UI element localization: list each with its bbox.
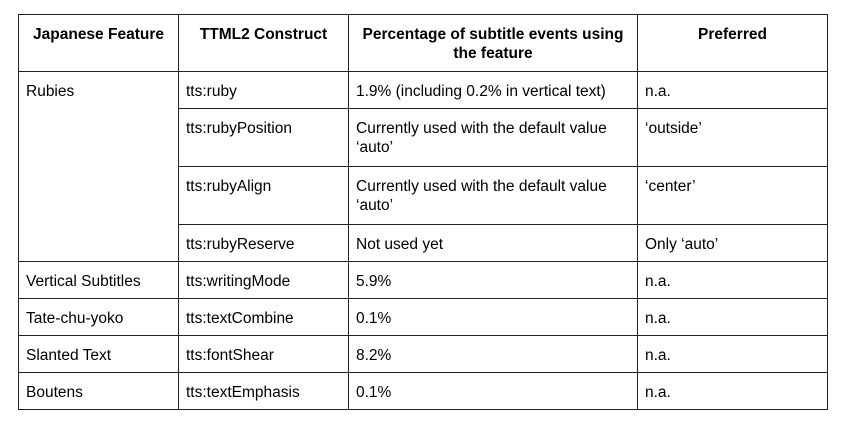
- row: tts:rubyReserve Not used yet Only ‘auto’: [19, 224, 828, 262]
- cell: tts:ruby: [178, 71, 349, 109]
- cell: Boutens: [18, 372, 179, 410]
- row: tts:rubyPosition Currently used with the…: [19, 108, 828, 167]
- cell: n.a.: [637, 298, 828, 336]
- row: tts:rubyAlign Currently used with the de…: [19, 166, 828, 225]
- feature-table: Japanese Feature TTML2 Construct Percent…: [18, 14, 828, 410]
- cell: tts:fontShear: [178, 335, 349, 373]
- cell: tts:rubyPosition: [178, 108, 349, 167]
- cell: Tate-chu-yoko: [18, 298, 179, 336]
- row: Tate-chu-yoko tts:textCombine 0.1% n.a.: [18, 298, 828, 336]
- cell: Not used yet: [348, 224, 638, 262]
- cell: 5.9%: [348, 261, 638, 299]
- cell: tts:textCombine: [178, 298, 349, 336]
- cell: n.a.: [637, 261, 828, 299]
- row: Boutens tts:textEmphasis 0.1% n.a.: [18, 372, 828, 410]
- header-cell: TTML2 Construct: [178, 14, 349, 72]
- cell: Currently used with the default value ‘a…: [348, 108, 638, 167]
- row: Vertical Subtitles tts:writingMode 5.9% …: [18, 261, 828, 299]
- cell: Only ‘auto’: [637, 224, 828, 262]
- cell: tts:rubyAlign: [178, 166, 349, 225]
- header-cell: Japanese Feature: [18, 14, 179, 72]
- cell: tts:rubyReserve: [178, 224, 349, 262]
- header-row: Japanese Feature TTML2 Construct Percent…: [18, 14, 828, 72]
- cell: ‘outside’: [637, 108, 828, 167]
- header-cell: Percentage of subtitle events using the …: [348, 14, 638, 72]
- cell: 1.9% (including 0.2% in vertical text): [348, 71, 638, 109]
- header-cell: Preferred: [637, 14, 828, 72]
- row: Rubies tts:ruby 1.9% (including 0.2% in …: [18, 71, 828, 262]
- row: Slanted Text tts:fontShear 8.2% n.a.: [18, 335, 828, 373]
- cell: 0.1%: [348, 372, 638, 410]
- cell: n.a.: [637, 372, 828, 410]
- cell: Slanted Text: [18, 335, 179, 373]
- cell: Rubies: [18, 71, 179, 262]
- cell: ‘center’: [637, 166, 828, 225]
- cell: n.a.: [637, 335, 828, 373]
- cell: tts:writingMode: [178, 261, 349, 299]
- cell: Vertical Subtitles: [18, 261, 179, 299]
- cell: Currently used with the default value ‘a…: [348, 166, 638, 225]
- cell: tts:textEmphasis: [178, 372, 349, 410]
- cell: n.a.: [637, 71, 828, 109]
- cell: 8.2%: [348, 335, 638, 373]
- cell: 0.1%: [348, 298, 638, 336]
